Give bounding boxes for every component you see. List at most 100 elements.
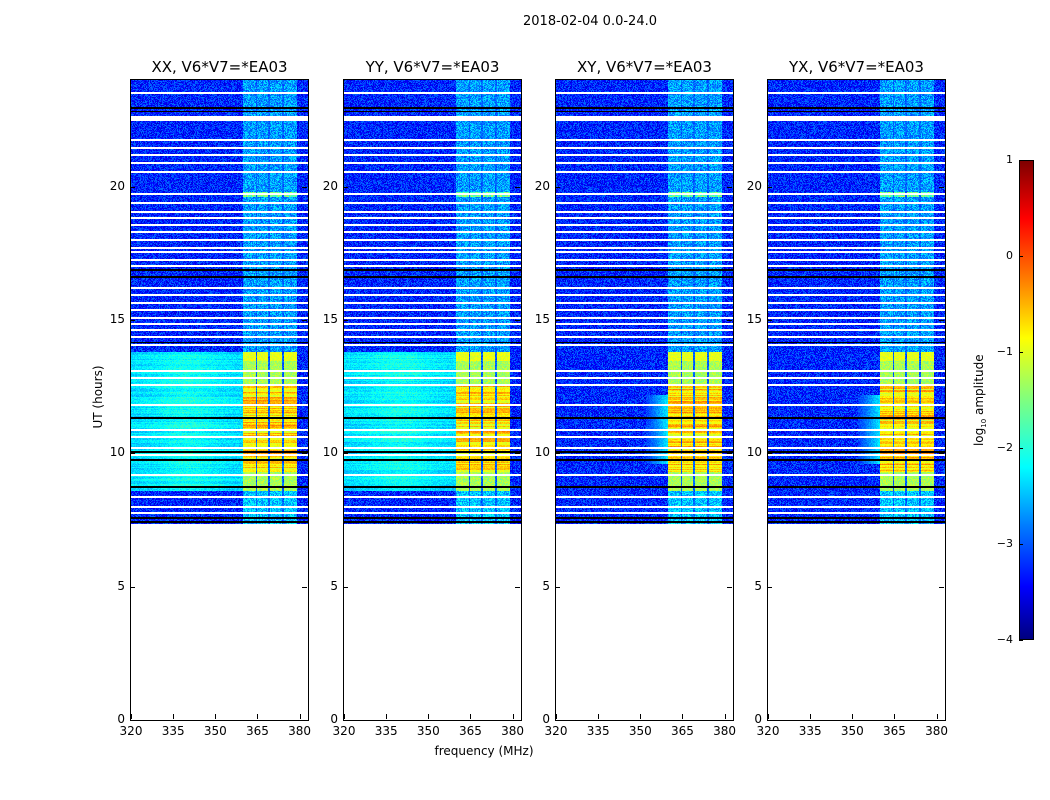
y-tick-left [767,453,772,455]
y-tick-label: 5 [117,578,125,593]
panel-xx: XX, V6*V7=*EA03 [130,58,309,721]
y-tick-label: 5 [754,578,762,593]
x-tick [768,714,769,719]
x-tick-label: 365 [670,724,694,738]
x-tick-label: 320 [756,724,780,738]
colorbar-tick [1019,352,1023,353]
y-tick-left [130,586,135,588]
colorbar-tick-label: 0 [1006,249,1013,262]
x-tick [257,714,259,719]
y-tick-left [343,453,348,455]
x-tick-label: 335 [161,724,185,738]
x-tick-label: 380 [713,724,737,738]
y-tick-label: 15 [746,312,762,326]
y-tick-label: 15 [322,312,338,326]
x-tick-label: 380 [501,724,525,738]
panel-title: XX, V6*V7=*EA03 [151,58,288,76]
y-tick-left [555,586,560,588]
y-tick-left [343,320,348,321]
x-tick [215,714,217,719]
x-tick [682,714,684,719]
x-tick [936,714,938,719]
y-tick-left [130,186,135,188]
panel-xy: XY, V6*V7=*EA03 [555,58,734,721]
y-tick-left [555,320,560,321]
x-tick [556,714,557,719]
y-tick-left [555,720,560,721]
y-tick-right [515,320,520,321]
y-tick-right [727,320,732,321]
y-tick-left [130,320,135,321]
y-tick-left [343,186,348,188]
x-tick-label: 380 [288,724,312,738]
y-tick-left [343,720,348,721]
x-tick-label: 335 [586,724,610,738]
panel-title: YX, V6*V7=*EA03 [789,58,924,76]
y-tick-right [939,453,944,455]
y-tick-right [302,186,307,188]
heatmap-yy [344,80,521,720]
colorbar-tick [1019,448,1023,449]
y-tick-left [767,586,772,588]
y-tick-right [939,186,944,188]
y-tick-left [130,720,135,721]
heatmap-xy [556,80,733,720]
panel-yx: YX, V6*V7=*EA03 [767,58,946,721]
x-tick [428,714,430,719]
y-tick-right [302,320,307,321]
colorbar-tick [1019,544,1023,545]
x-tick-label: 320 [119,724,143,738]
x-tick [640,714,642,719]
x-tick-label: 350 [840,724,864,738]
y-tick-right [302,453,307,455]
y-tick-right [302,720,307,721]
x-tick-label: 365 [882,724,906,738]
x-tick [598,714,600,719]
x-tick [344,714,345,719]
colorbar-label-sub: 10 [980,418,989,428]
y-tick-label: 0 [754,712,762,726]
y-axis-label: UT (hours) [91,365,105,429]
y-tick-label: 10 [109,445,125,460]
x-tick [131,714,132,719]
y-tick-left [130,453,135,455]
panel-title: XY, V6*V7=*EA03 [577,58,712,76]
colorbar-tick-label: −1 [996,345,1013,358]
panel-yy: YY, V6*V7=*EA03 [343,58,522,721]
x-tick-label: 320 [544,724,568,738]
x-tick-label: 320 [332,724,356,738]
y-tick-right [939,320,944,321]
x-tick-label: 365 [245,724,269,738]
x-tick [512,714,514,719]
y-tick-label: 10 [534,445,550,460]
x-tick-label: 365 [458,724,482,738]
y-tick-right [515,586,520,588]
y-tick-label: 0 [117,712,125,726]
y-tick-right [727,586,732,588]
y-tick-right [727,453,732,455]
x-tick [386,714,388,719]
y-tick-label: 10 [746,445,762,460]
figure-title: 2018-02-04 0.0-24.0 [523,14,657,29]
y-tick-label: 20 [109,178,125,193]
x-tick [810,714,812,719]
y-tick-label: 15 [109,312,125,326]
y-tick-right [302,586,307,588]
y-tick-right [515,720,520,721]
x-tick [852,714,854,719]
colorbar-tick-label: −2 [996,441,1013,454]
colorbar [1019,160,1034,640]
heatmap-xx [131,80,308,720]
y-tick-right [727,186,732,188]
y-tick-left [555,186,560,188]
colorbar-label-main: log [971,427,986,447]
x-axis-label: frequency (MHz) [434,744,534,758]
y-tick-label: 0 [542,712,550,726]
y-tick-label: 10 [322,445,338,460]
colorbar-tick [1019,640,1023,641]
x-tick-label: 350 [203,724,227,738]
x-tick [894,714,896,719]
colorbar-tick-label: −3 [996,537,1013,550]
y-tick-right [939,720,944,721]
y-tick-left [767,320,772,321]
